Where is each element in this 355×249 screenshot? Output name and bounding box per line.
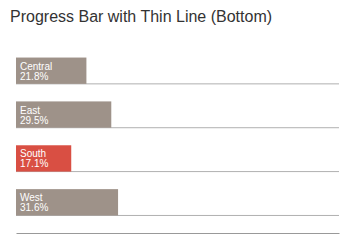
- data-label: 21.8%: [20, 71, 48, 82]
- data-label: 17.1%: [20, 158, 48, 169]
- x-axis: [17, 233, 340, 234]
- chart: Progress Bar with Thin Line (Bottom)Cent…: [0, 0, 355, 249]
- bar: [16, 145, 71, 171]
- plot: CentralEastSouthWest21.8%29.5%17.1%31.6%: [16, 58, 340, 234]
- bar: [16, 101, 111, 127]
- bar: [16, 189, 118, 215]
- title: Progress Bar with Thin Line (Bottom): [10, 8, 272, 25]
- data-label: 29.5%: [20, 115, 48, 126]
- axis-line: [17, 233, 340, 234]
- bar: [16, 58, 86, 84]
- marks: [16, 58, 339, 216]
- labels: CentralEastSouthWest21.8%29.5%17.1%31.6%: [20, 61, 52, 214]
- data-label: 31.6%: [20, 202, 48, 213]
